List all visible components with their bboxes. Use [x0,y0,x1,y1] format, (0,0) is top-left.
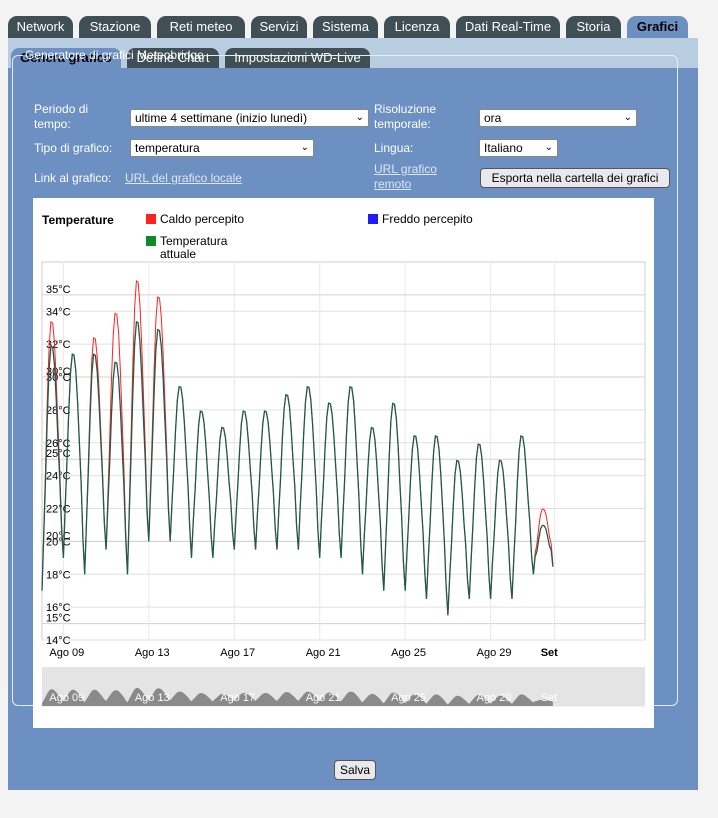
series-line-actual [41,320,554,616]
navigator-tick-label: Set [541,692,558,704]
legend-swatch-feels-like [146,214,156,224]
series-line-feels-like [41,280,554,616]
chart-type-select-value: temperatura [135,141,200,155]
subtab-genera-grafico[interactable]: Genera grafico [11,48,121,68]
language-select[interactable]: Italiano ⌄ [479,139,558,157]
navigator-tick-label: Ago 09 [49,692,84,704]
y-tick-label-overlay: 30°C [46,366,71,378]
tab-sistema[interactable]: Sistema [313,16,378,38]
chevron-down-icon: ⌄ [544,142,553,153]
temperature-chart: Temperature Caldo percepito Freddo perce… [33,198,654,728]
navigator-tick-label: Ago 13 [135,692,170,704]
subtab-define-chart[interactable]: Define Chart [127,48,219,68]
link-label: Link al grafico: [34,171,112,185]
chevron-down-icon: ⌄ [623,112,632,123]
tab-reti-meteo[interactable]: Reti meteo [157,16,245,38]
x-tick-label: Ago 13 [135,647,170,659]
x-tick-label: Set [541,647,558,659]
y-tick-label: 22°C [46,504,71,516]
period-label: Periodo di tempo: [34,102,89,131]
chevron-down-icon: ⌄ [355,112,364,123]
y-tick-label: 18°C [46,569,71,581]
navigator-tick-label: Ago 29 [477,692,512,704]
x-tick-label: Ago 09 [49,647,84,659]
legend-swatch-cold [368,214,378,224]
period-select[interactable]: ultime 4 settimane (inizio lunedì) ⌄ [130,109,369,127]
y-tick-label: 24°C [46,471,71,483]
subtab-strip: Genera grafico Define Chart Impostazioni… [8,38,698,68]
tab-licenza[interactable]: Licenza [384,16,450,38]
x-tick-label: Ago 29 [477,647,512,659]
tab-stazione[interactable]: Stazione [79,16,151,38]
chevron-down-icon: ⌄ [300,142,309,153]
fieldset-legend: Generatore di grafici Meteobridge [25,48,204,62]
period-select-value: ultime 4 settimane (inizio lunedì) [135,111,308,125]
save-button[interactable]: Salva [334,760,376,780]
x-tick-label: Ago 25 [391,647,426,659]
language-label: Lingua: [374,141,414,155]
resolution-select-value: ora [484,111,502,125]
export-button[interactable]: Esporta nella cartella dei grafici [480,168,670,188]
y-tick-label-overlay: 35°C [46,284,71,296]
range-navigator[interactable]: Ago 09 Ago 13 Ago 17 Ago 21 Ago 25 Ago 29 Set [42,667,645,706]
tab-storia[interactable]: Storia [566,16,621,38]
navigator-area [42,687,553,706]
y-tick-label: 34°C [46,306,71,318]
tab-dati-real-time[interactable]: Dati Real-Time [456,16,560,38]
legend-feels-like[interactable]: Caldo percepito [160,212,244,226]
navigator-tick-label: Ago 25 [391,692,426,704]
chart-title: Temperature [42,213,114,227]
legend-cold[interactable]: Freddo percepito [382,212,473,226]
y-tick-label: 30°C [46,372,71,384]
x-tick-label: Ago 21 [306,647,341,659]
tab-grafici[interactable]: Grafici [627,16,688,38]
legend-actual-line2: attuale [160,247,196,261]
y-tick-label: 16°C [46,602,71,614]
local-chart-link[interactable]: URL del grafico locale [125,171,242,185]
subtab-impostazioni-wd-live[interactable]: Impostazioni WD-Live [225,48,370,68]
y-tick-label: 28°C [46,405,71,417]
chart-type-select[interactable]: temperatura ⌄ [130,139,314,157]
tab-network[interactable]: Network [8,16,73,38]
chart-type-label: Tipo di grafico: [34,141,113,155]
y-axis-ticks: 34°C32°C30°C28°C26°C24°C22°C20°C18°C16°C… [46,284,71,707]
legend-actual[interactable]: Temperatura attuale [160,234,228,261]
x-axis-ticks: Ago 09 Ago 13 Ago 17 Ago 21 Ago 25 Ago 29 Set [49,647,558,659]
y-tick-label: 14°C [46,635,71,647]
resolution-select[interactable]: ora ⌄ [479,109,637,127]
x-tick-label: Ago 17 [220,647,255,659]
language-select-value: Italiano [484,141,523,155]
chart-svg: Temperature Caldo percepito Freddo perce… [41,212,646,707]
navigator-tick-label: Ago 17 [220,692,255,704]
plot-area [41,280,554,616]
main-tab-bar: Network Stazione Reti meteo Servizi Sist… [8,16,698,38]
chart-grid [41,261,646,707]
resolution-label: Risoluzione temporale: [374,102,437,131]
legend-actual-line1: Temperatura [160,234,228,248]
y-tick-label-overlay: 20°C [46,530,71,542]
legend-swatch-actual [146,236,156,246]
y-tick-label-overlay: 15°C [46,613,71,625]
navigator-tick-label: Ago 21 [306,692,341,704]
tab-servizi[interactable]: Servizi [251,16,307,38]
remote-chart-link[interactable]: URL grafico remoto [374,162,437,191]
